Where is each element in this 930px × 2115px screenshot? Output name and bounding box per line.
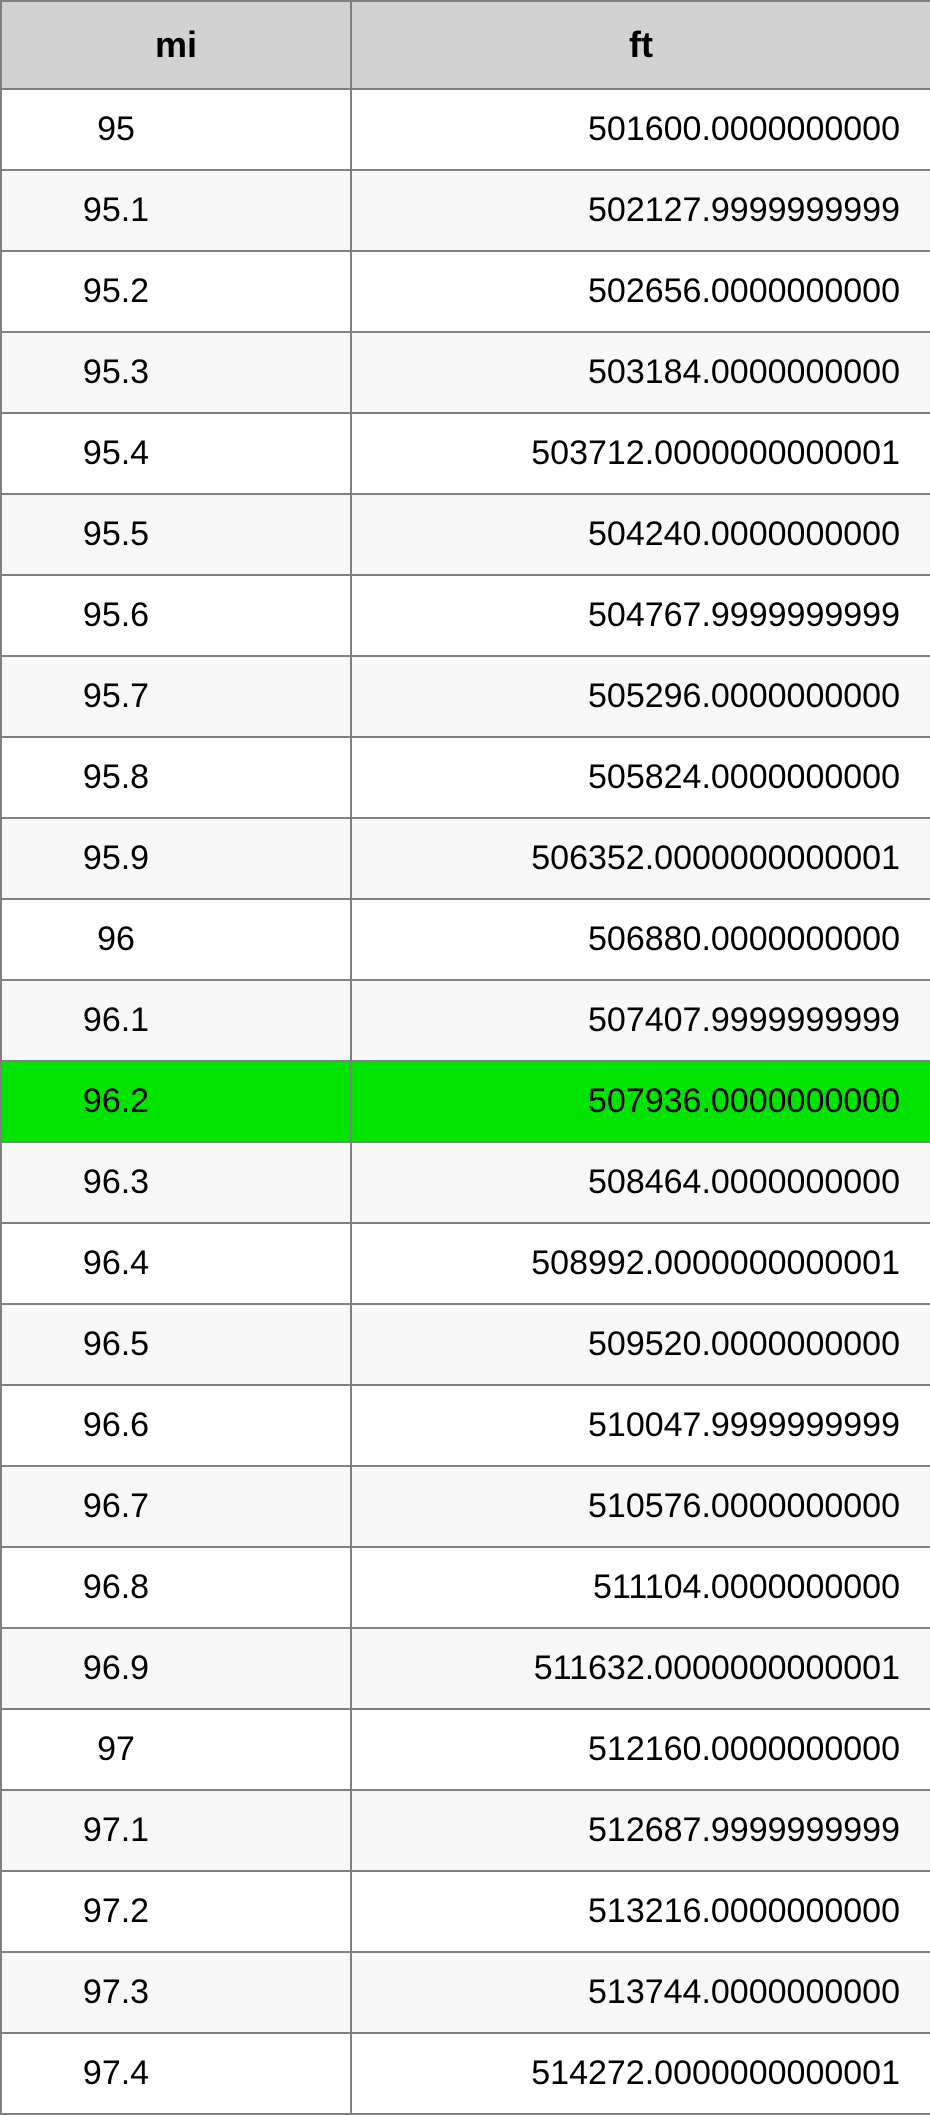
table-row: 95.1502127.9999999999 xyxy=(1,170,930,251)
cell-mi: 96.8 xyxy=(1,1547,351,1628)
cell-mi: 97.4 xyxy=(1,2033,351,2114)
table-row: 96.7510576.0000000000 xyxy=(1,1466,930,1547)
table-row: 96.4508992.0000000000001 xyxy=(1,1223,930,1304)
cell-mi: 96.9 xyxy=(1,1628,351,1709)
cell-mi: 97.1 xyxy=(1,1790,351,1871)
table-row: 97.2513216.0000000000 xyxy=(1,1871,930,1952)
col-header-ft: ft xyxy=(351,1,930,89)
table-row: 96.2507936.0000000000 xyxy=(1,1061,930,1142)
table-row: 96.9511632.0000000000001 xyxy=(1,1628,930,1709)
table-row: 95.9506352.0000000000001 xyxy=(1,818,930,899)
cell-mi: 95.6 xyxy=(1,575,351,656)
cell-mi: 95.3 xyxy=(1,332,351,413)
table-row: 97.1512687.9999999999 xyxy=(1,1790,930,1871)
cell-ft: 504767.9999999999 xyxy=(351,575,930,656)
table-body: 95501600.000000000095.1502127.9999999999… xyxy=(1,89,930,2114)
cell-mi: 96.6 xyxy=(1,1385,351,1466)
table-row: 95.5504240.0000000000 xyxy=(1,494,930,575)
cell-ft: 502656.0000000000 xyxy=(351,251,930,332)
table-row: 97.4514272.0000000000001 xyxy=(1,2033,930,2114)
table-row: 95.6504767.9999999999 xyxy=(1,575,930,656)
cell-mi: 96.3 xyxy=(1,1142,351,1223)
table-row: 95.2502656.0000000000 xyxy=(1,251,930,332)
cell-ft: 513744.0000000000 xyxy=(351,1952,930,2033)
cell-ft: 507407.9999999999 xyxy=(351,980,930,1061)
cell-ft: 505824.0000000000 xyxy=(351,737,930,818)
cell-mi: 96.2 xyxy=(1,1061,351,1142)
table-row: 96.5509520.0000000000 xyxy=(1,1304,930,1385)
table-row: 96.1507407.9999999999 xyxy=(1,980,930,1061)
table-row: 96.8511104.0000000000 xyxy=(1,1547,930,1628)
cell-mi: 97 xyxy=(1,1709,351,1790)
cell-ft: 508464.0000000000 xyxy=(351,1142,930,1223)
table-header-row: mi ft xyxy=(1,1,930,89)
table-row: 96.6510047.9999999999 xyxy=(1,1385,930,1466)
col-header-mi: mi xyxy=(1,1,351,89)
cell-ft: 507936.0000000000 xyxy=(351,1061,930,1142)
table-row: 96.3508464.0000000000 xyxy=(1,1142,930,1223)
cell-mi: 96.4 xyxy=(1,1223,351,1304)
cell-ft: 511104.0000000000 xyxy=(351,1547,930,1628)
table-row: 97.3513744.0000000000 xyxy=(1,1952,930,2033)
cell-mi: 95.2 xyxy=(1,251,351,332)
cell-ft: 501600.0000000000 xyxy=(351,89,930,170)
cell-ft: 503712.0000000000001 xyxy=(351,413,930,494)
table-row: 97512160.0000000000 xyxy=(1,1709,930,1790)
cell-mi: 96 xyxy=(1,899,351,980)
cell-ft: 504240.0000000000 xyxy=(351,494,930,575)
cell-mi: 95.9 xyxy=(1,818,351,899)
cell-ft: 502127.9999999999 xyxy=(351,170,930,251)
cell-ft: 503184.0000000000 xyxy=(351,332,930,413)
cell-ft: 505296.0000000000 xyxy=(351,656,930,737)
cell-ft: 506880.0000000000 xyxy=(351,899,930,980)
cell-ft: 510047.9999999999 xyxy=(351,1385,930,1466)
table-row: 95501600.0000000000 xyxy=(1,89,930,170)
cell-mi: 97.2 xyxy=(1,1871,351,1952)
cell-mi: 95 xyxy=(1,89,351,170)
conversion-table: mi ft 95501600.000000000095.1502127.9999… xyxy=(0,0,930,2115)
cell-mi: 96.5 xyxy=(1,1304,351,1385)
cell-mi: 95.7 xyxy=(1,656,351,737)
cell-ft: 512687.9999999999 xyxy=(351,1790,930,1871)
cell-ft: 512160.0000000000 xyxy=(351,1709,930,1790)
table-row: 95.3503184.0000000000 xyxy=(1,332,930,413)
cell-mi: 96.1 xyxy=(1,980,351,1061)
cell-ft: 510576.0000000000 xyxy=(351,1466,930,1547)
cell-ft: 508992.0000000000001 xyxy=(351,1223,930,1304)
cell-ft: 509520.0000000000 xyxy=(351,1304,930,1385)
table-row: 95.7505296.0000000000 xyxy=(1,656,930,737)
cell-mi: 97.3 xyxy=(1,1952,351,2033)
table-row: 96506880.0000000000 xyxy=(1,899,930,980)
cell-ft: 511632.0000000000001 xyxy=(351,1628,930,1709)
table-row: 95.4503712.0000000000001 xyxy=(1,413,930,494)
cell-ft: 514272.0000000000001 xyxy=(351,2033,930,2114)
cell-mi: 95.1 xyxy=(1,170,351,251)
cell-mi: 96.7 xyxy=(1,1466,351,1547)
cell-mi: 95.5 xyxy=(1,494,351,575)
table-row: 95.8505824.0000000000 xyxy=(1,737,930,818)
cell-mi: 95.8 xyxy=(1,737,351,818)
cell-ft: 513216.0000000000 xyxy=(351,1871,930,1952)
cell-mi: 95.4 xyxy=(1,413,351,494)
cell-ft: 506352.0000000000001 xyxy=(351,818,930,899)
